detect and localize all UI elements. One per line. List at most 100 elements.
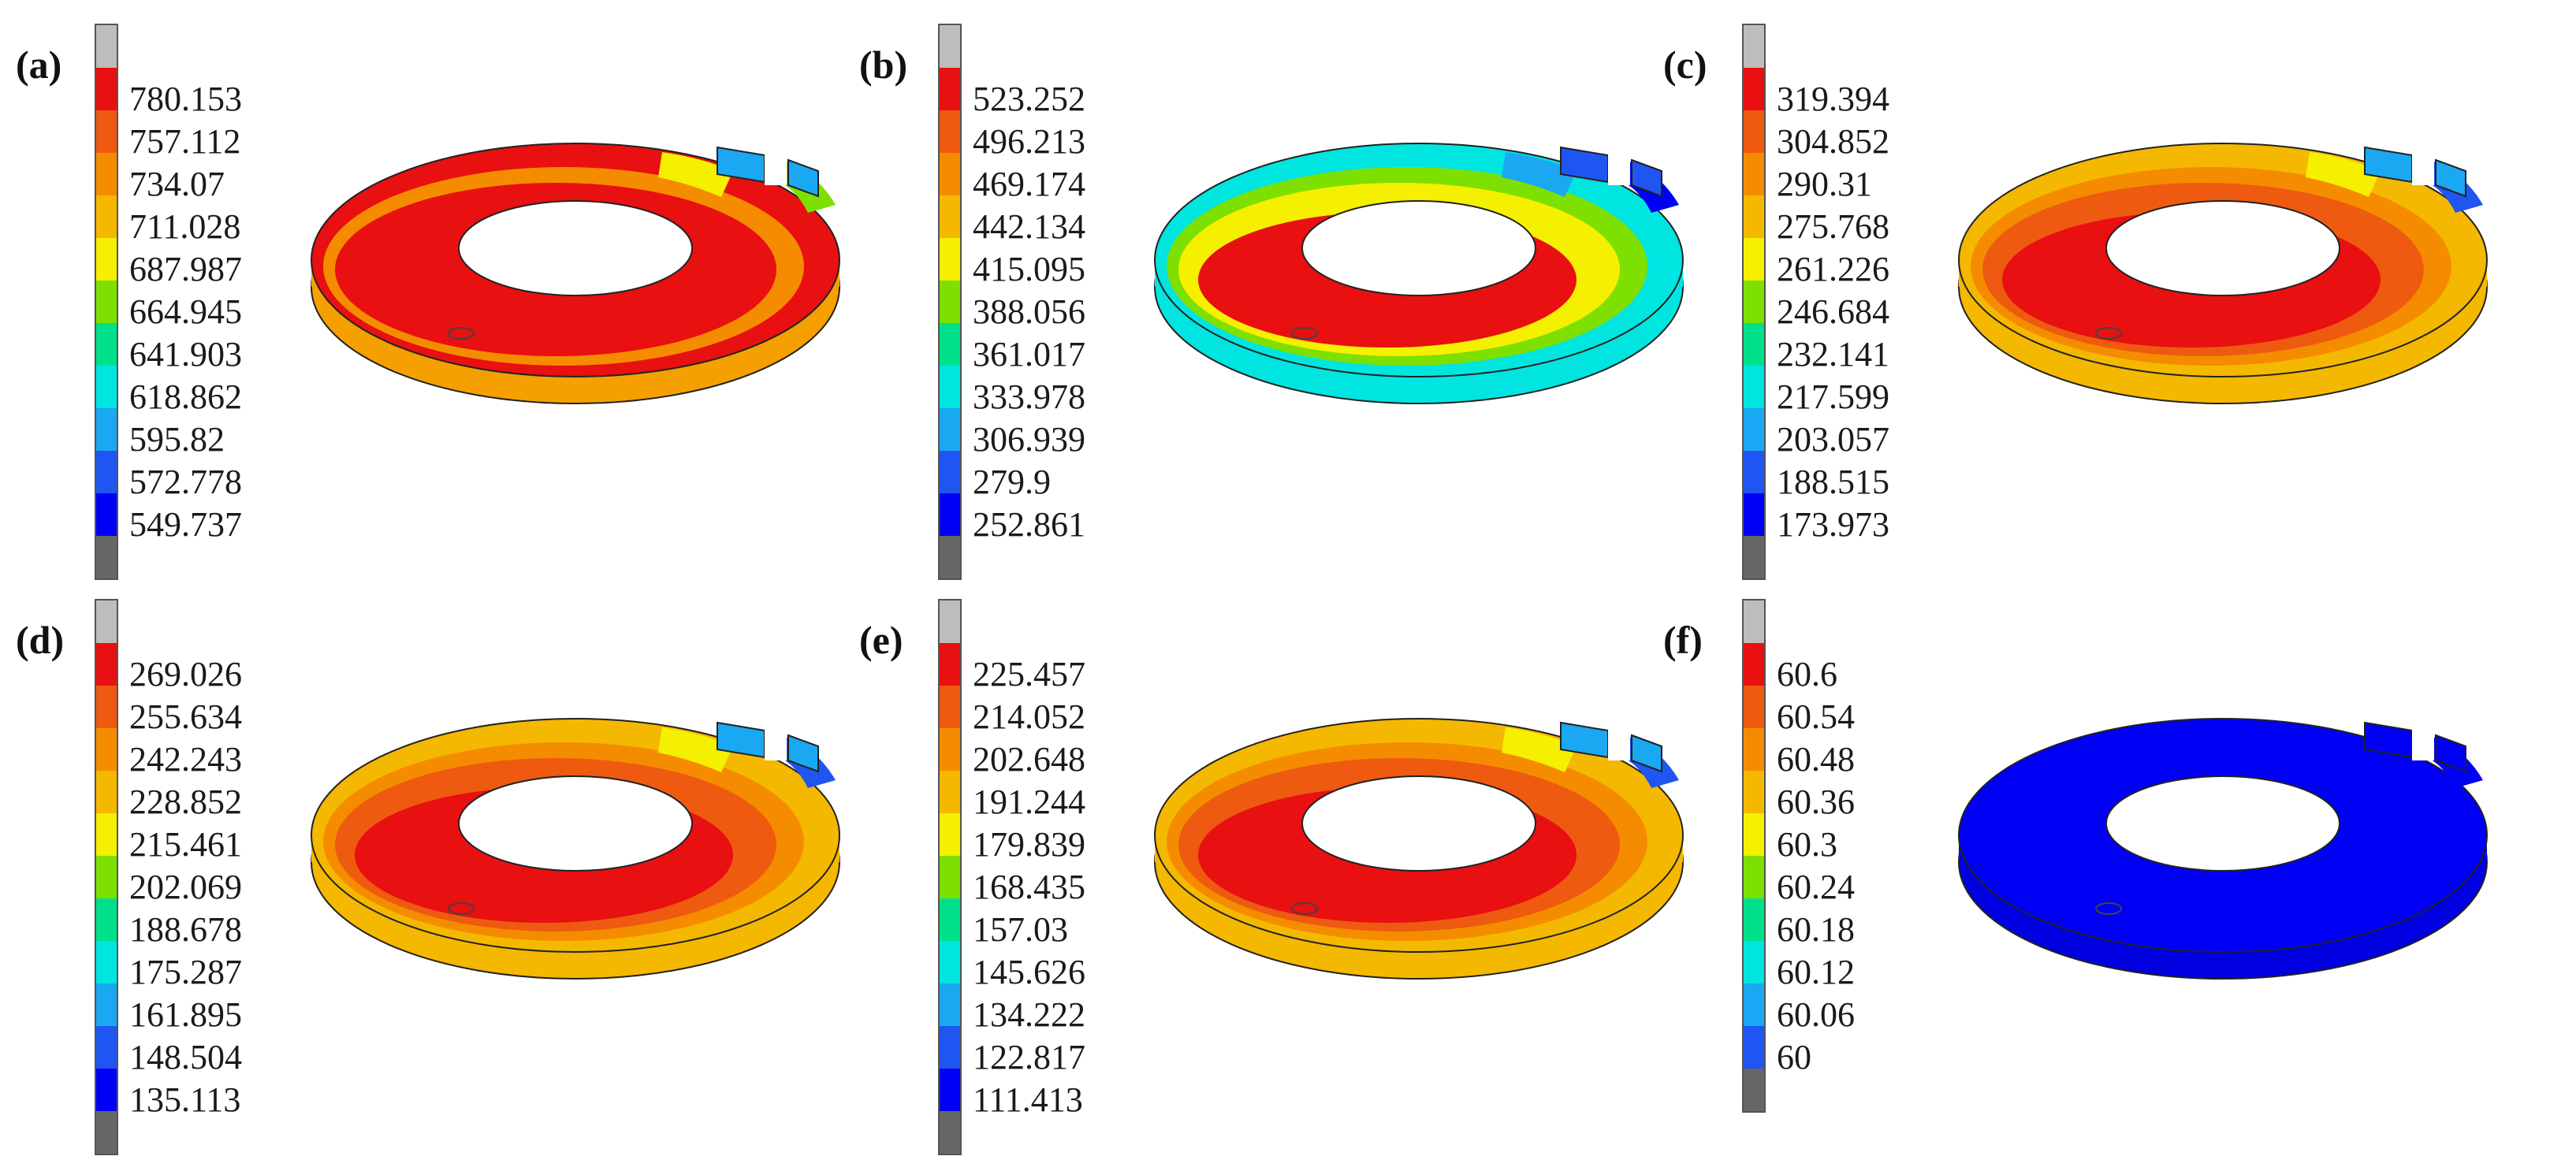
color-bar-tick-label: 415.095 bbox=[973, 250, 1085, 288]
color-bar-segment bbox=[96, 898, 117, 941]
small-hole-mark bbox=[448, 327, 475, 340]
color-bar-tick-label: 60.24 bbox=[1777, 868, 1855, 906]
color-bar-tick-label: 111.413 bbox=[973, 1080, 1083, 1119]
color-bar-over-cap bbox=[1744, 600, 1764, 643]
color-bar-segment bbox=[1744, 110, 1764, 153]
panel-label: (c) bbox=[1663, 43, 1707, 87]
color-bar bbox=[95, 599, 118, 1155]
color-bar-tick-label: 188.678 bbox=[129, 910, 242, 949]
color-bar-tick-label: 469.174 bbox=[973, 165, 1085, 203]
color-bar-segment bbox=[1744, 856, 1764, 898]
color-bar-segment bbox=[96, 643, 117, 686]
color-bar-segment bbox=[1744, 238, 1764, 281]
color-bar-under-cap bbox=[96, 1111, 117, 1154]
color-bar-tick-label: 122.817 bbox=[973, 1038, 1085, 1076]
color-bar-tick-label: 687.987 bbox=[129, 250, 242, 288]
color-bar-segment bbox=[940, 238, 960, 281]
color-bar-segment bbox=[940, 856, 960, 898]
color-bar-segment bbox=[96, 366, 117, 408]
color-bar-segment bbox=[940, 771, 960, 813]
color-bar-tick-label: 60.54 bbox=[1777, 697, 1855, 736]
color-bar-segment bbox=[1744, 898, 1764, 941]
panel-a: (a) 780.153 757.112 734.07 711.028 687.987 66… bbox=[16, 20, 867, 580]
color-bar-tick-label: 60 bbox=[1777, 1038, 1811, 1076]
color-bar-over-cap bbox=[940, 600, 960, 643]
color-bar-tick-label: 261.226 bbox=[1777, 250, 1889, 288]
panel-label: (f) bbox=[1663, 618, 1703, 662]
ring-gap bbox=[765, 713, 787, 760]
color-bar-tick-label: 388.056 bbox=[973, 292, 1085, 331]
contour-end-band-a bbox=[2306, 152, 2381, 197]
color-bar bbox=[1742, 599, 1766, 1113]
color-bar-segment bbox=[1744, 493, 1764, 536]
color-bar-segment bbox=[1744, 408, 1764, 451]
color-bar-tick-label: 168.435 bbox=[973, 868, 1085, 906]
panel-c: (c) 319.394 304.852 290.31 275.768 261.226 24… bbox=[1663, 20, 2515, 580]
color-bar-segment bbox=[1744, 451, 1764, 493]
color-bar-tick-label: 442.134 bbox=[973, 207, 1085, 246]
color-bar bbox=[1742, 24, 1766, 580]
color-bar-tick-label: 60.36 bbox=[1777, 783, 1855, 821]
color-bar-under-cap bbox=[940, 1111, 960, 1154]
color-bar-under-cap bbox=[96, 536, 117, 578]
color-bar-tick-label: 255.634 bbox=[129, 697, 242, 736]
ring-contour-plot bbox=[311, 138, 840, 404]
ring-cut-end-right bbox=[1631, 734, 1662, 773]
color-bar-segment bbox=[96, 323, 117, 366]
color-bar-under-cap bbox=[1744, 1069, 1764, 1111]
color-bar-tick-label: 333.978 bbox=[973, 377, 1085, 416]
color-bar-tick-label: 217.599 bbox=[1777, 377, 1889, 416]
color-bar-segment bbox=[940, 195, 960, 238]
color-bar-tick-label: 60.06 bbox=[1777, 995, 1855, 1034]
color-bar-tick-label: 60.3 bbox=[1777, 825, 1837, 864]
color-bar-segment bbox=[96, 771, 117, 813]
color-bar bbox=[938, 599, 962, 1155]
color-bar-tick-label: 215.461 bbox=[129, 825, 242, 864]
color-bar-tick-label: 179.839 bbox=[973, 825, 1085, 864]
color-bar-segment bbox=[1744, 643, 1764, 686]
ring-gap bbox=[765, 138, 787, 185]
color-bar-segment bbox=[96, 493, 117, 536]
color-bar-tick-label: 175.287 bbox=[129, 953, 242, 991]
color-bar-over-cap bbox=[96, 25, 117, 68]
color-bar-tick-label: 734.07 bbox=[129, 165, 225, 203]
ring-contour-plot bbox=[1958, 713, 2488, 980]
contour-end-band-a bbox=[1502, 727, 1576, 772]
color-bar-tick-label: 214.052 bbox=[973, 697, 1085, 736]
color-bar-tick-label: 60.6 bbox=[1777, 655, 1837, 693]
color-bar-segment bbox=[940, 728, 960, 771]
ring-inner-hole bbox=[458, 200, 693, 296]
color-bar-tick-label: 523.252 bbox=[973, 80, 1085, 118]
color-bar-segment bbox=[940, 153, 960, 195]
color-bar-tick-label: 242.243 bbox=[129, 740, 242, 779]
color-bar-tick-label: 135.113 bbox=[129, 1080, 241, 1119]
ring-cut-end-right bbox=[2435, 158, 2466, 198]
color-bar-segment bbox=[96, 281, 117, 323]
color-bar-segment bbox=[1744, 813, 1764, 856]
color-bar-tick-label: 275.768 bbox=[1777, 207, 1889, 246]
ring-inner-hole bbox=[2105, 775, 2340, 872]
color-bar bbox=[95, 24, 118, 580]
color-bar-segment bbox=[96, 1069, 117, 1111]
ring-inner-hole bbox=[2105, 200, 2340, 296]
ring-gap bbox=[2412, 713, 2434, 760]
color-bar-segment bbox=[1744, 366, 1764, 408]
panel-label: (b) bbox=[859, 43, 908, 87]
ring-cut-end-right bbox=[1631, 158, 1662, 198]
color-bar-segment bbox=[96, 238, 117, 281]
color-bar-tick-label: 595.82 bbox=[129, 420, 225, 459]
panel-label: (a) bbox=[16, 43, 62, 87]
ring-contour-plot bbox=[311, 713, 840, 980]
color-bar-segment bbox=[1744, 686, 1764, 728]
color-bar-tick-label: 711.028 bbox=[129, 207, 241, 246]
color-bar-tick-label: 228.852 bbox=[129, 783, 242, 821]
color-bar-segment bbox=[1744, 153, 1764, 195]
color-bar-segment bbox=[940, 493, 960, 536]
small-hole-mark bbox=[448, 902, 475, 915]
color-bar-tick-label: 572.778 bbox=[129, 463, 242, 501]
color-bar-segment bbox=[96, 728, 117, 771]
color-bar-tick-label: 306.939 bbox=[973, 420, 1085, 459]
color-bar-tick-label: 304.852 bbox=[1777, 122, 1889, 161]
color-bar-tick-label: 757.112 bbox=[129, 122, 241, 161]
color-bar-segment bbox=[1744, 1026, 1764, 1069]
